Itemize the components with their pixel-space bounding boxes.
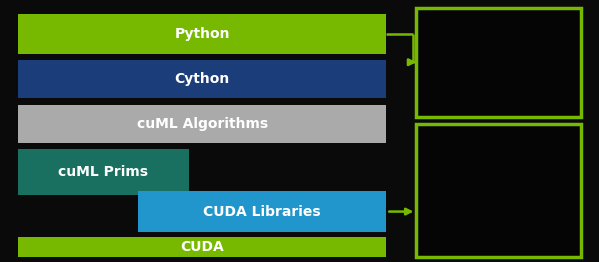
Bar [18, 237, 386, 257]
Bar [18, 149, 189, 195]
Bar [416, 8, 581, 117]
Bar [416, 124, 581, 257]
Text: Cython: Cython [174, 72, 230, 86]
Text: Python: Python [174, 27, 230, 41]
Bar [138, 191, 386, 232]
Text: CUDA Libraries: CUDA Libraries [203, 205, 321, 219]
Bar [18, 105, 386, 143]
Bar [18, 60, 386, 98]
Bar [18, 14, 386, 54]
Text: cuML Prims: cuML Prims [58, 165, 149, 179]
Text: CUDA: CUDA [180, 240, 224, 254]
Text: cuML Algorithms: cuML Algorithms [137, 117, 268, 131]
